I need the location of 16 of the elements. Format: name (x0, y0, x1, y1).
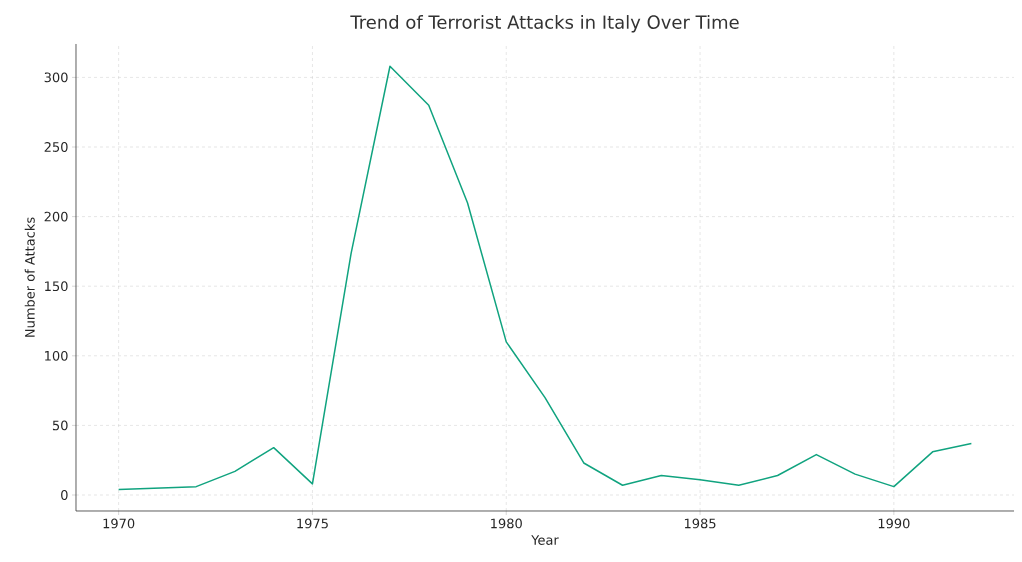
x-tick-label: 1985 (684, 518, 716, 529)
chart-title: Trend of Terrorist Attacks in Italy Over Time (350, 15, 739, 33)
y-tick-label: 0 (61, 490, 68, 500)
line-series (117, 65, 973, 491)
x-tick-label: 1990 (878, 518, 910, 529)
y-tick-label: 50 (52, 420, 68, 431)
y-tick-label: 300 (44, 72, 68, 83)
y-tick-label: 250 (44, 142, 68, 152)
x-tick-label: 1975 (297, 518, 328, 529)
x-tick-label: 1970 (103, 518, 135, 529)
y-tick-label: 200 (44, 211, 68, 222)
x-tick-label: 1980 (491, 518, 522, 529)
y-tick-label: 100 (45, 350, 68, 361)
y-tick-label: 150 (45, 281, 68, 292)
y-axis-title: Number of Attacks (24, 217, 35, 337)
x-axis-title: Year (531, 535, 559, 545)
